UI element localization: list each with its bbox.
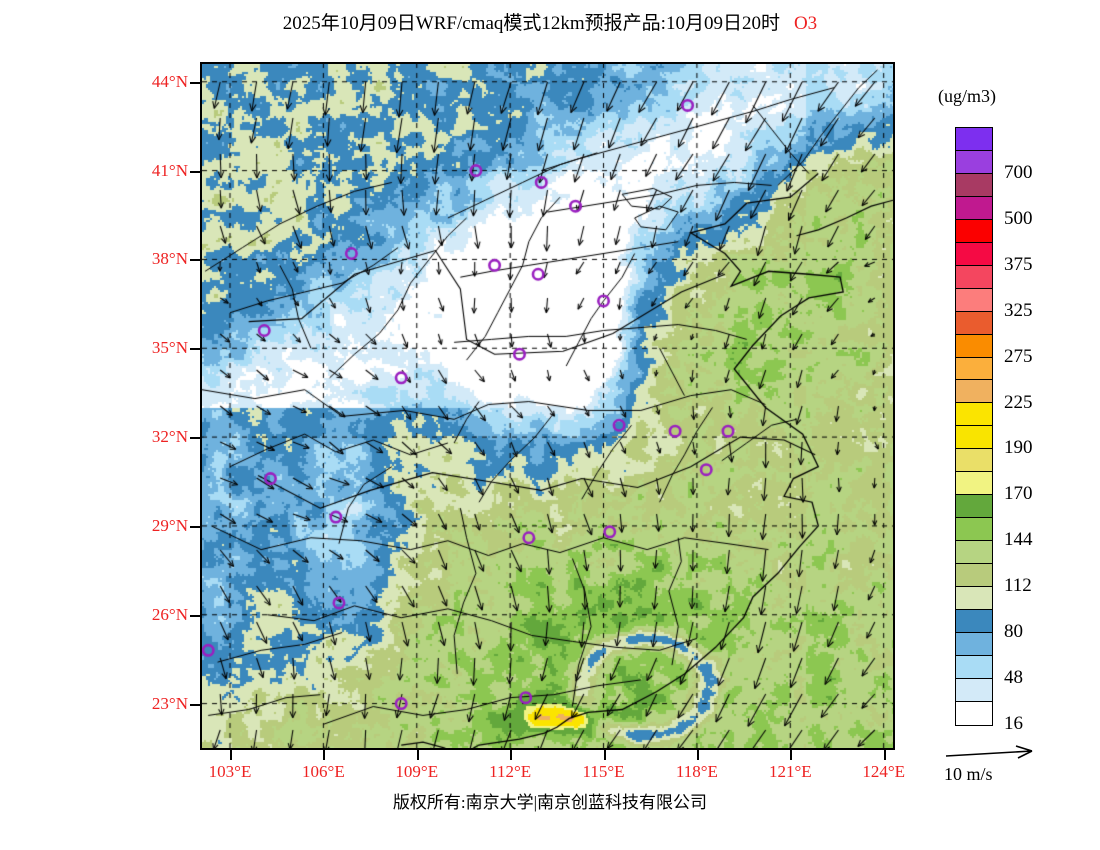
- colorbar-cell: [956, 541, 992, 565]
- colorbar-cell: [956, 655, 992, 679]
- right-arrow-icon: [945, 745, 1033, 759]
- colorbar-cell: [956, 128, 992, 151]
- colorbar-cell: [956, 150, 992, 174]
- latitude-tick-label: 26°N: [151, 604, 188, 624]
- colorbar[interactable]: [955, 127, 993, 726]
- longitude-tick-label: 115°E: [582, 762, 625, 781]
- latitude-tick-label: 23°N: [151, 693, 188, 713]
- latitude-tick-label: 35°N: [151, 338, 188, 358]
- latitude-tick-mark: [190, 437, 200, 440]
- colorbar-cell: [956, 403, 992, 427]
- colorbar-unit-label: (ug/m3): [938, 86, 996, 106]
- colorbar-cell: [956, 311, 992, 335]
- longitude-tick-label: 103°E: [208, 762, 252, 781]
- latitude-tick-mark: [190, 614, 200, 617]
- colorbar-cell: [956, 632, 992, 656]
- latitude-tick-label: 38°N: [151, 249, 188, 269]
- colorbar-cell: [956, 357, 992, 381]
- longitude-tick-mark: [696, 750, 699, 760]
- colorbar-cell: [956, 219, 992, 243]
- title-text: 2025年10月09日WRF/cmaq模式12km预报产品:10月09日20时: [282, 13, 780, 34]
- wind-scale-legend: 10 m/s: [944, 744, 1074, 790]
- latitude-tick-label: 29°N: [151, 515, 188, 535]
- colorbar-label: 112: [1004, 575, 1032, 597]
- colorbar-cell: [956, 380, 992, 404]
- colorbar-label: 48: [1004, 667, 1023, 689]
- longitude-tick-mark: [323, 750, 326, 760]
- latitude-tick-mark: [190, 348, 200, 351]
- colorbar-cell: [956, 610, 992, 633]
- longitude-tick-label: 109°E: [395, 762, 439, 781]
- colorbar-label: 80: [1004, 621, 1023, 643]
- longitude-tick-mark: [510, 750, 513, 760]
- colorbar-cell: [956, 242, 992, 266]
- colorbar-cell: [956, 495, 992, 519]
- longitude-tick-mark: [790, 750, 793, 760]
- copyright-text: 版权所有:南京大学|南京创蓝科技有限公司: [392, 793, 708, 812]
- latitude-tick-mark: [190, 703, 200, 706]
- colorbar-label: 275: [1004, 345, 1033, 367]
- colorbar-cell: [956, 518, 992, 542]
- colorbar-cell: [956, 288, 992, 312]
- longitude-tick-label: 112°E: [489, 762, 532, 781]
- wind-scale-value: 10 m/s: [944, 764, 993, 784]
- colorbar-cell: [956, 196, 992, 220]
- colorbar-cell: [956, 449, 992, 473]
- colorbar-label: 325: [1004, 299, 1033, 321]
- latitude-tick-mark: [190, 170, 200, 173]
- colorbar-cell: [956, 587, 992, 611]
- colorbar-label: 225: [1004, 391, 1033, 413]
- longitude-tick-mark: [416, 750, 419, 760]
- colorbar-cell: [956, 678, 992, 702]
- longitude-tick-label: 118°E: [675, 762, 718, 781]
- forecast-map[interactable]: [200, 62, 895, 750]
- longitude-tick-label: 106°E: [302, 762, 345, 781]
- colorbar-cell: [956, 472, 992, 496]
- copyright-footer: 版权所有:南京大学|南京创蓝科技有限公司: [0, 788, 1100, 813]
- colorbar-label: 170: [1004, 483, 1033, 505]
- colorbar-cell: [956, 334, 992, 358]
- species-label: O3: [793, 13, 818, 34]
- colorbar-label: 500: [1004, 207, 1033, 229]
- latitude-tick-label: 32°N: [151, 427, 188, 447]
- longitude-tick-mark: [883, 750, 886, 760]
- latitude-tick-mark: [190, 525, 200, 528]
- longitude-tick-mark: [230, 750, 232, 760]
- longitude-tick-mark: [603, 750, 606, 760]
- colorbar-label: 700: [1004, 161, 1033, 183]
- colorbar-label: 144: [1004, 529, 1033, 551]
- colorbar-cell: [956, 701, 992, 725]
- colorbar-cell: [956, 265, 992, 289]
- colorbar-label: 375: [1004, 253, 1033, 275]
- colorbar-tick-labels: 700 500 375 325 275 225 190 170 144 112 80 48 16: [1000, 127, 1096, 734]
- latitude-tick-mark: [190, 81, 200, 84]
- latitude-tick-label: 44°N: [151, 71, 188, 91]
- latitude-tick-label: 41°N: [151, 160, 188, 180]
- colorbar-cell: [956, 564, 992, 588]
- colorbar-cell: [956, 173, 992, 197]
- map-raster: [202, 64, 893, 748]
- longitude-tick-label: 121°E: [768, 762, 812, 781]
- colorbar-label: 190: [1004, 437, 1033, 459]
- page-title: 2025年10月09日WRF/cmaq模式12km预报产品:10月09日20时 O…: [0, 8, 1100, 35]
- colorbar-cell: [956, 426, 992, 450]
- latitude-tick-mark: [190, 259, 200, 262]
- longitude-tick-label: 124°E: [862, 762, 905, 781]
- colorbar-label: 16: [1004, 713, 1023, 734]
